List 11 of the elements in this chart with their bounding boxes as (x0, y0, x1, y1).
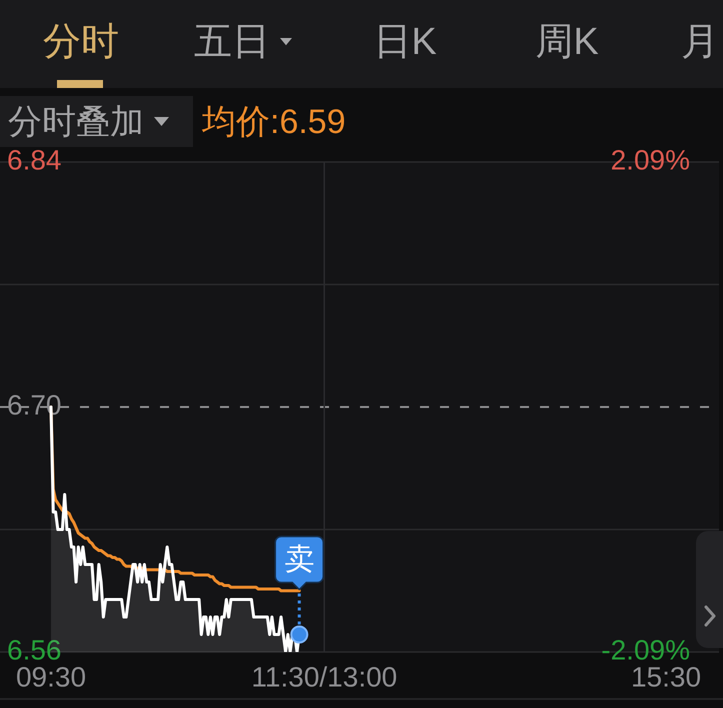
text: 五日 (194, 21, 270, 63)
text: 分时 (43, 21, 119, 63)
text: 日K (373, 21, 437, 63)
text: 均价:6.59 (202, 102, 346, 142)
y-tick-label: 6.84 (7, 144, 62, 176)
dropdown-button: 分时叠加 (0, 96, 193, 147)
text: 月 (681, 21, 719, 63)
x-tick-label: 11:30/13:00 (251, 662, 398, 693)
annotation: 卖 (284, 542, 314, 576)
text: 周K (535, 21, 599, 63)
y2-tick-label: 2.09% (610, 144, 690, 176)
